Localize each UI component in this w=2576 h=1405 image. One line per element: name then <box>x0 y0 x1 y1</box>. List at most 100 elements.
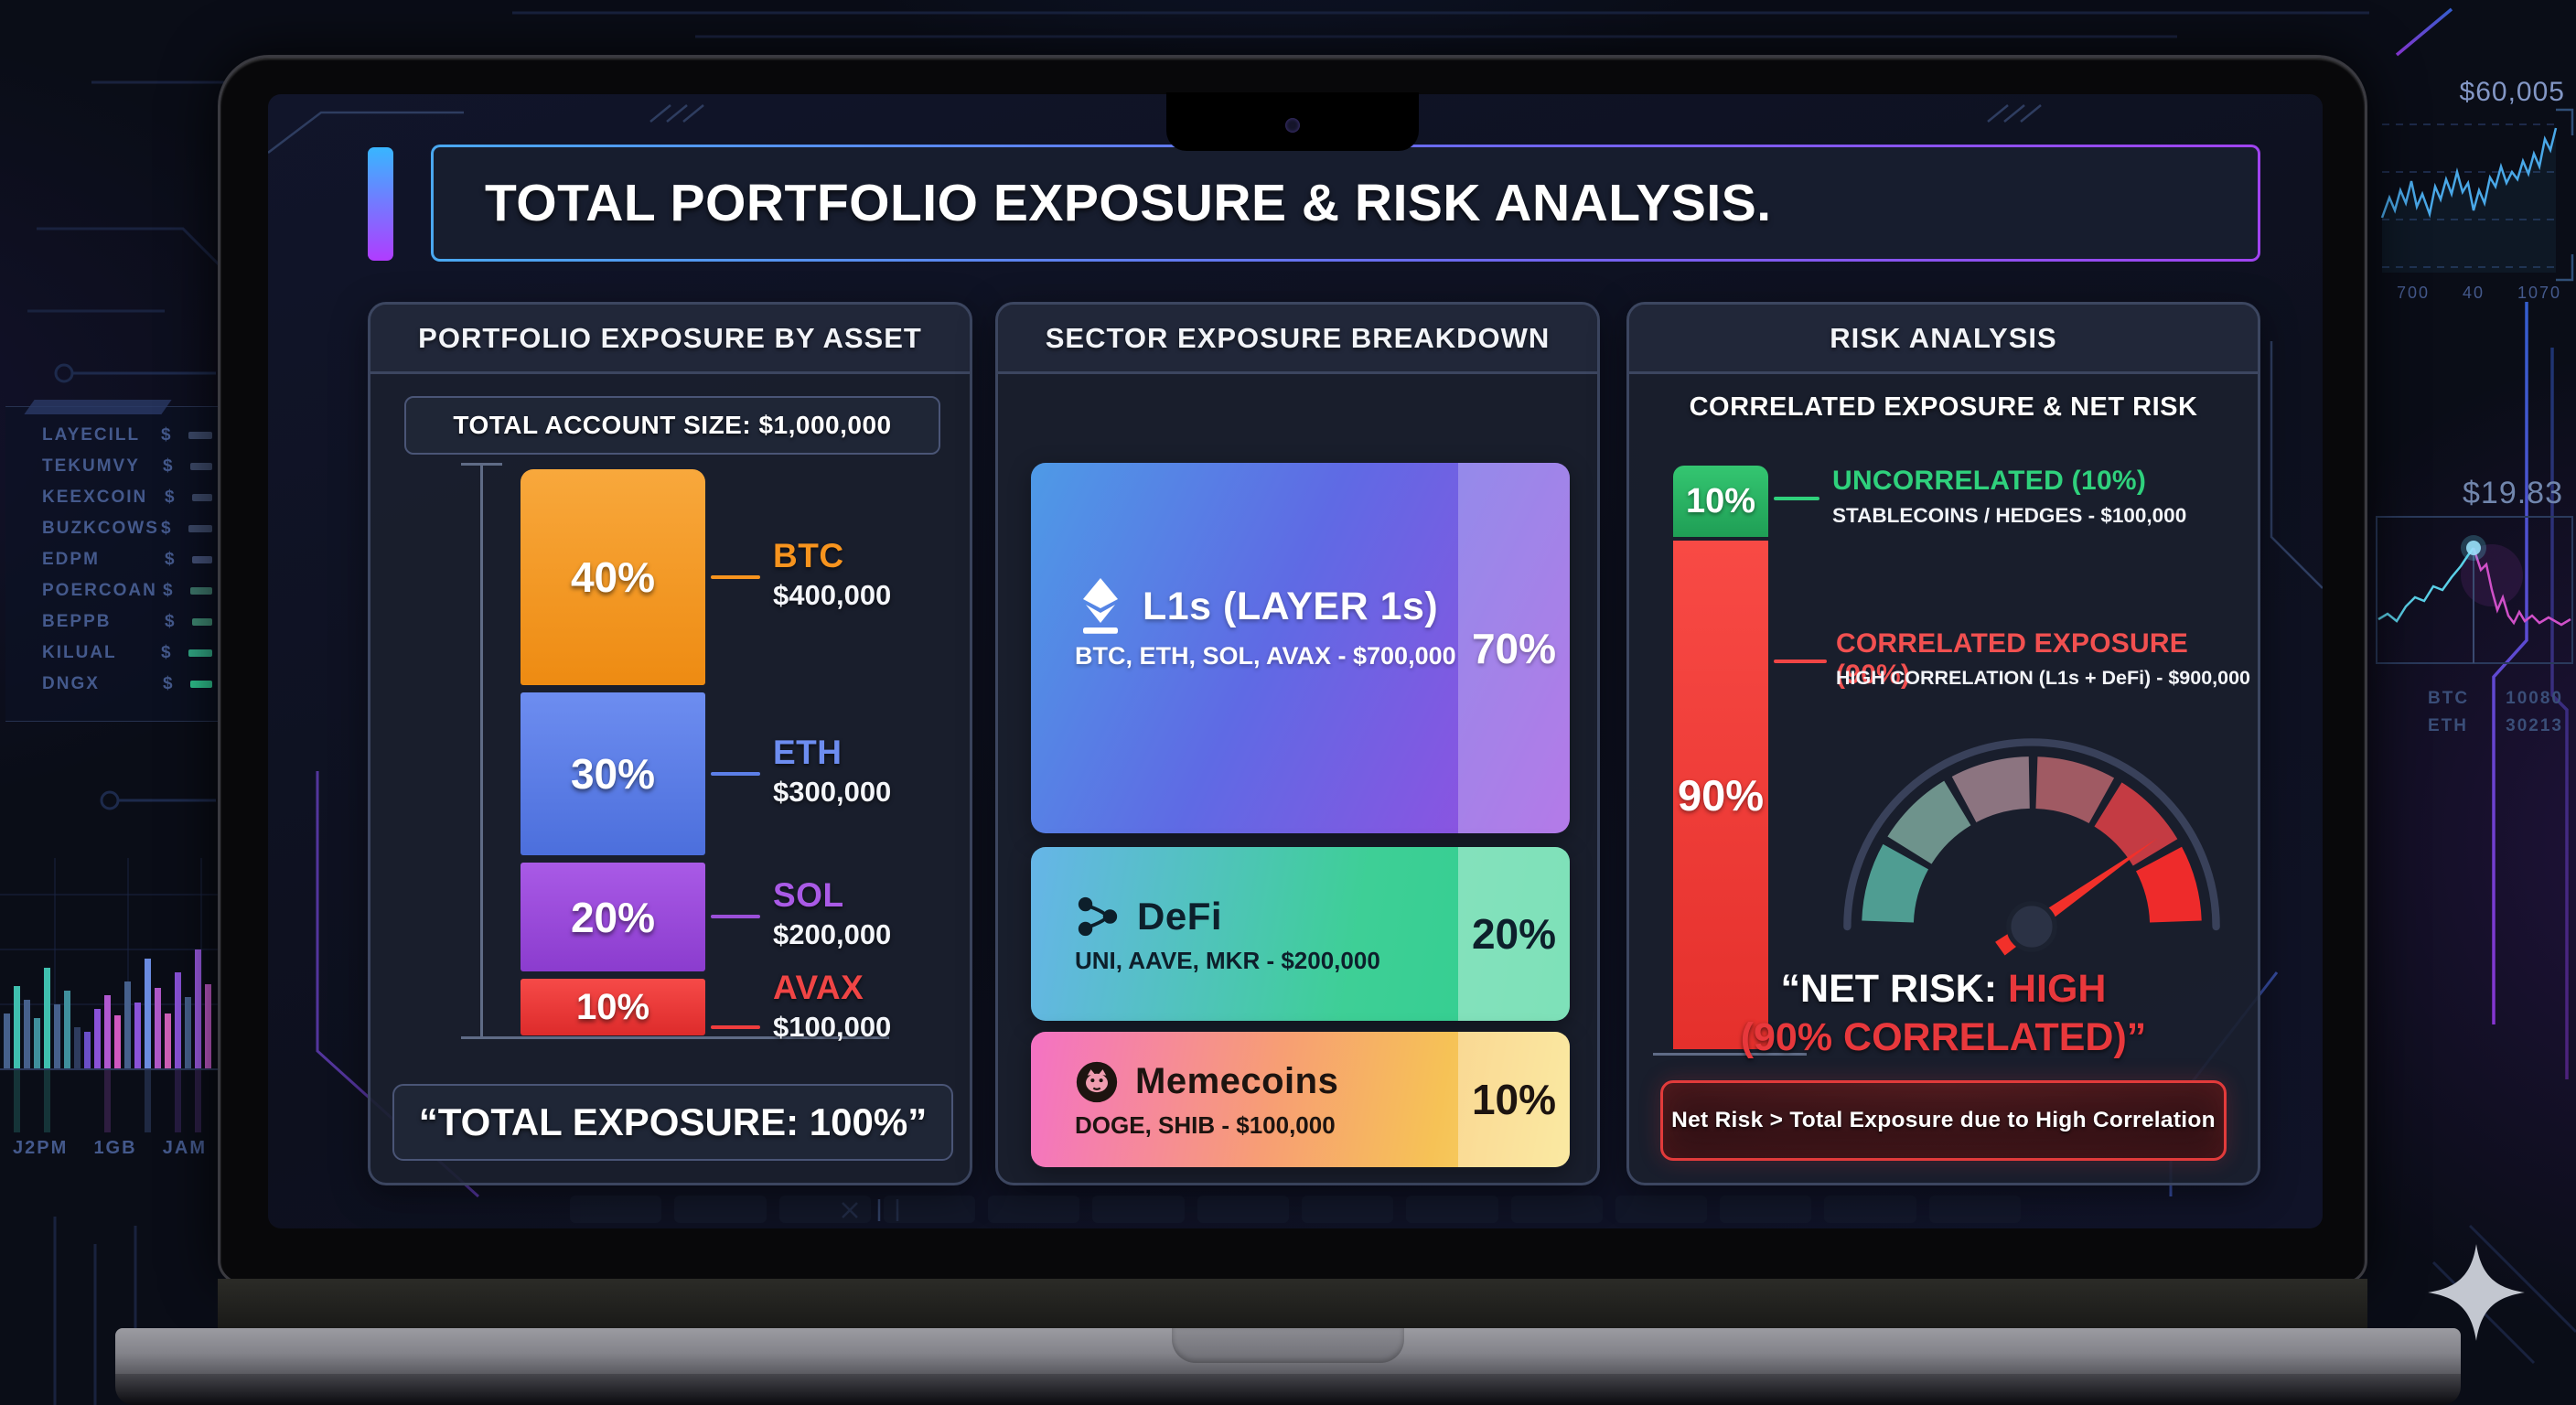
x-axis-label: 700 <box>2397 284 2431 302</box>
ticker-value: 30213 <box>2506 716 2563 735</box>
x-axis-line <box>1653 1053 1807 1056</box>
ticker-row: ETH 30213 <box>2428 713 2563 740</box>
risk-gauge <box>1843 738 2220 956</box>
callout-line-correlated <box>1774 660 1827 663</box>
asset-amount: $400,000 <box>773 579 892 611</box>
callout-line-btc <box>711 575 760 579</box>
laptop-base <box>115 1328 2461 1374</box>
background-altcoin-chart: $19.83 BTC 10080 ETH 30213 <box>2373 476 2576 759</box>
ticker-name: LAYECILL <box>42 425 141 445</box>
laptop-notch <box>1166 92 1419 151</box>
bar-correlated: 90% <box>1673 541 1768 1049</box>
ticker-symbol: BTC <box>2428 689 2470 708</box>
mini-bar <box>190 587 212 595</box>
sector-card-memecoins: 10% Memeco <box>1031 1032 1570 1167</box>
table-row: KEEXCOIN $ <box>5 482 218 513</box>
ticker-symbol: ETH <box>2428 716 2468 735</box>
panel-sector-breakdown: SECTOR EXPOSURE BREAKDOWN 70% L1s (LAYER… <box>995 302 1600 1185</box>
sparkle-icon <box>2428 1244 2525 1341</box>
bar-eth: 30% <box>521 692 705 855</box>
currency-symbol: $ <box>163 581 173 600</box>
uncorrelated-detail: STABLECOINS / HEDGES - $100,000 <box>1832 504 2187 527</box>
price-line <box>2376 516 2573 664</box>
asset-label: SOL <box>773 876 844 914</box>
total-account-size-badge: TOTAL ACCOUNT SIZE: $1,000,000 <box>404 396 940 455</box>
table-row: KILUAL $ <box>5 638 218 669</box>
table-row: DNGX $ <box>5 669 218 700</box>
x-axis-label: JAM <box>162 1138 207 1158</box>
total-exposure-badge: “TOTAL EXPOSURE: 100%” <box>392 1084 953 1161</box>
sector-title: DeFi <box>1137 894 1223 938</box>
ticker-value: 10080 <box>2506 689 2563 708</box>
callout-line-eth <box>711 772 760 776</box>
laptop-thumb-groove <box>1172 1328 1404 1363</box>
asset-amount: $200,000 <box>773 918 892 950</box>
currency-symbol: $ <box>161 643 171 662</box>
asset-label: AVAX <box>773 969 864 1006</box>
ethereum-icon <box>1075 578 1126 635</box>
bar-pct-label: 20% <box>570 893 656 941</box>
ticker-name: DNGX <box>42 674 100 693</box>
price-label: $19.83 <box>2463 476 2563 510</box>
laptop-screen: TOTAL PORTFOLIO EXPOSURE & RISK ANALYSIS… <box>268 94 2323 1228</box>
bar-pct-label: 30% <box>570 750 656 798</box>
ticker-name: TEKUMVY <box>42 456 140 476</box>
table-row: LAYECILL $ <box>5 420 218 451</box>
sector-title: L1s (LAYER 1s) <box>1143 584 1439 628</box>
panel-portfolio-exposure: PORTFOLIO EXPOSURE BY ASSET TOTAL ACCOUN… <box>368 302 972 1185</box>
net-risk-level: HIGH <box>2007 967 2107 1011</box>
ticker-name: EDPM <box>42 550 100 569</box>
uncorrelated-label: UNCORRELATED (10%) <box>1832 466 2147 496</box>
bar-uncorrelated: 10% <box>1673 466 1768 537</box>
x-axis-label: 40 <box>2462 284 2485 302</box>
background-price-chart: $60,005 700 40 1070 <box>2373 77 2576 329</box>
laptop-frame: TOTAL PORTFOLIO EXPOSURE & RISK ANALYSIS… <box>218 55 2367 1284</box>
correlated-label: CORRELATED EXPOSURE (90%) <box>1836 628 2188 690</box>
sector-pct-strip: 70% <box>1458 463 1570 833</box>
y-axis-line <box>480 465 483 1036</box>
net-risk-line2: (90% CORRELATED)” <box>1740 1015 2147 1059</box>
mini-bar <box>188 649 212 657</box>
net-risk-caption: “NET RISK: HIGH (90% CORRELATED)” <box>1629 965 2258 1062</box>
background-volume-chart: J2PM 1GB JAM <box>0 858 220 1198</box>
x-axis-label: 1GB <box>93 1138 137 1158</box>
bar-sol: 20% <box>521 863 705 971</box>
sector-card-l1s: 70% L1s (LAYER 1s) BTC, ETH, SOL, AVAX - <box>1031 463 1570 833</box>
title-accent-bar <box>368 147 393 261</box>
currency-symbol: $ <box>165 612 175 631</box>
mini-bar <box>192 618 212 626</box>
currency-symbol: $ <box>161 519 171 538</box>
table-row: TEKUMVY $ <box>5 451 218 482</box>
page-title: TOTAL PORTFOLIO EXPOSURE & RISK ANALYSIS… <box>485 174 1772 232</box>
table-row: EDPM $ <box>5 544 218 575</box>
currency-symbol: $ <box>161 425 171 445</box>
volume-bars <box>0 858 220 1132</box>
sector-pct-strip: 10% <box>1458 1032 1570 1167</box>
laptop-hinge <box>218 1279 2367 1330</box>
currency-symbol: $ <box>163 674 173 693</box>
axis-top-cap <box>461 463 502 466</box>
price-line <box>2380 108 2574 282</box>
bar-pct-label: 10% <box>575 986 650 1027</box>
bar-pct-label: 40% <box>570 553 656 601</box>
panel-title: SECTOR EXPOSURE BREAKDOWN <box>998 305 1597 374</box>
risk-alert-banner: Net Risk > Total Exposure due to High Co… <box>1660 1080 2227 1161</box>
bar-pct-label: 90% <box>1677 770 1765 820</box>
currency-symbol: $ <box>163 456 173 476</box>
sector-pct: 10% <box>1471 1076 1557 1123</box>
mini-bar <box>190 463 212 470</box>
currency-symbol: $ <box>165 488 175 507</box>
ticker-name: BEPPB <box>42 612 112 631</box>
asset-label: BTC <box>773 537 844 574</box>
table-row: BUZKCOWS $ <box>5 513 218 544</box>
asset-amount: $100,000 <box>773 1011 892 1043</box>
panel-title: PORTFOLIO EXPOSURE BY ASSET <box>370 305 970 374</box>
mini-bar <box>190 681 212 688</box>
risk-subtitle: CORRELATED EXPOSURE & NET RISK <box>1689 392 2198 422</box>
callout-line-uncorrelated <box>1774 497 1819 500</box>
title-banner: TOTAL PORTFOLIO EXPOSURE & RISK ANALYSIS… <box>431 145 2260 262</box>
price-label: $60,005 <box>2459 77 2565 107</box>
webcam-dot <box>1285 118 1300 133</box>
sector-subtitle: UNI, AAVE, MKR - $200,000 <box>1075 946 1380 974</box>
